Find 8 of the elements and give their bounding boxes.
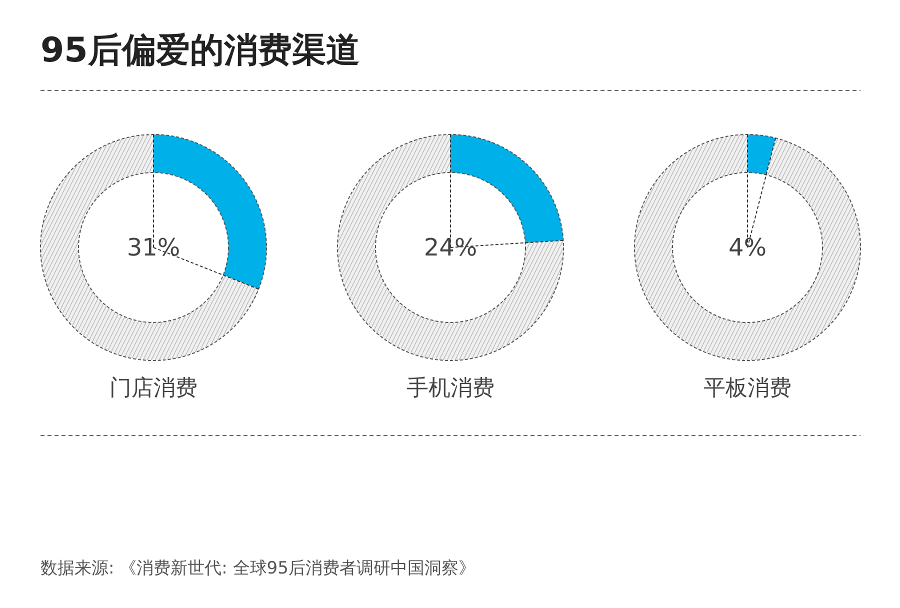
text: 平板消费	[704, 376, 792, 401]
text: 手机消费	[406, 376, 494, 401]
text: 门店消费	[110, 376, 198, 401]
chart-title: 95后偏爱的消费渠道	[40, 30, 360, 70]
source-note: 数据来源: 《消费新世代: 全球95后消费者调研中国洞察》	[40, 558, 476, 578]
text: 4%	[728, 234, 767, 262]
text: 24%	[424, 234, 478, 262]
text: 31%	[126, 234, 180, 262]
